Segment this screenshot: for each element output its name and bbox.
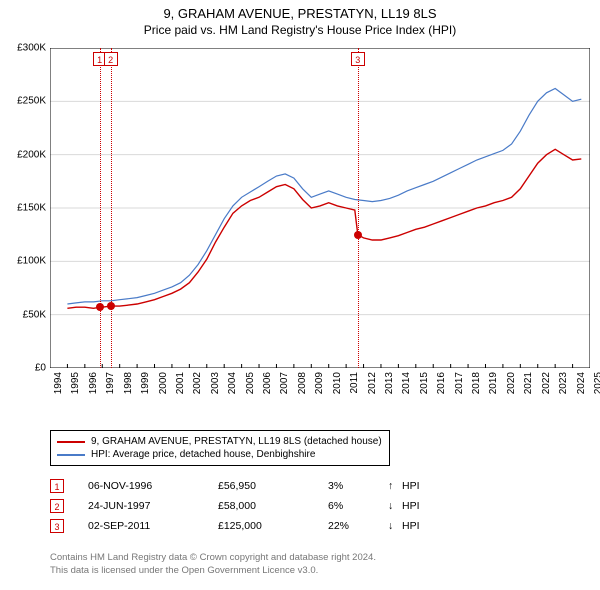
x-tick-label: 2012	[367, 372, 378, 394]
x-tick-label: 2013	[384, 372, 395, 394]
arrow-icon: ↑	[388, 480, 402, 492]
transaction-row: 2 24-JUN-1997£58,0006%↓HPI	[50, 496, 550, 516]
x-tick-label: 2009	[314, 372, 325, 394]
transaction-price: £125,000	[218, 520, 328, 532]
x-tick-label: 2017	[454, 372, 465, 394]
x-tick-label: 2020	[506, 372, 517, 394]
x-tick-label: 2006	[262, 372, 273, 394]
footer-line: This data is licensed under the Open Gov…	[50, 565, 580, 578]
x-tick-label: 2004	[227, 372, 238, 394]
page-subtitle: Price paid vs. HM Land Registry's House …	[0, 23, 600, 37]
legend-item: 9, GRAHAM AVENUE, PRESTATYN, LL19 8LS (d…	[57, 435, 383, 448]
x-tick-label: 2005	[245, 372, 256, 394]
transaction-date: 06-NOV-1996	[88, 480, 218, 492]
transaction-date: 02-SEP-2011	[88, 520, 218, 532]
chart-zone: £0£50K£100K£150K£200K£250K£300K 19941995…	[50, 48, 590, 388]
line-chart	[50, 48, 590, 368]
transaction-pct: 22%	[328, 520, 388, 532]
sale-dot	[96, 303, 104, 311]
transaction-suffix: HPI	[402, 520, 420, 532]
sale-dot	[107, 302, 115, 310]
x-tick-label: 1995	[70, 372, 81, 394]
page-title: 9, GRAHAM AVENUE, PRESTATYN, LL19 8LS	[0, 6, 600, 21]
x-tick-label: 2022	[541, 372, 552, 394]
x-tick-label: 2007	[279, 372, 290, 394]
legend-swatch	[57, 441, 85, 443]
transaction-row: 1 06-NOV-1996£56,9503%↑HPI	[50, 476, 550, 496]
x-tick-label: 2014	[401, 372, 412, 394]
x-tick-label: 2010	[332, 372, 343, 394]
x-tick-label: 1999	[140, 372, 151, 394]
x-tick-label: 2008	[297, 372, 308, 394]
event-marker-badge: 2	[104, 52, 118, 66]
y-tick-label: £50K	[23, 309, 46, 320]
y-tick-label: £250K	[17, 96, 46, 107]
x-tick-label: 2001	[175, 372, 186, 394]
x-tick-label: 1997	[105, 372, 116, 394]
arrow-icon: ↓	[388, 520, 402, 532]
x-tick-label: 2019	[488, 372, 499, 394]
x-tick-label: 2016	[436, 372, 447, 394]
footer: Contains HM Land Registry data © Crown c…	[50, 552, 580, 578]
transaction-row: 3 02-SEP-2011£125,00022%↓HPI	[50, 516, 550, 536]
y-tick-label: £150K	[17, 203, 46, 214]
x-tick-label: 2003	[210, 372, 221, 394]
legend-item: HPI: Average price, detached house, Denb…	[57, 448, 383, 461]
x-tick-label: 1998	[123, 372, 134, 394]
transaction-date: 24-JUN-1997	[88, 500, 218, 512]
y-tick-label: £0	[35, 363, 46, 374]
x-tick-label: 1994	[53, 372, 64, 394]
y-tick-label: £300K	[17, 43, 46, 54]
event-marker-badge: 3	[351, 52, 365, 66]
legend: 9, GRAHAM AVENUE, PRESTATYN, LL19 8LS (d…	[50, 430, 390, 466]
x-tick-label: 2018	[471, 372, 482, 394]
y-tick-label: £200K	[17, 149, 46, 160]
legend-label: HPI: Average price, detached house, Denb…	[91, 449, 315, 460]
transactions-table: 106-NOV-1996£56,9503%↑HPI224-JUN-1997£58…	[50, 476, 550, 536]
transaction-price: £58,000	[218, 500, 328, 512]
x-tick-label: 2021	[523, 372, 534, 394]
x-tick-label: 2024	[576, 372, 587, 394]
transaction-badge: 1	[50, 479, 64, 493]
transaction-badge: 2	[50, 499, 64, 513]
sale-dot	[354, 231, 362, 239]
transaction-suffix: HPI	[402, 480, 420, 492]
title-block: 9, GRAHAM AVENUE, PRESTATYN, LL19 8LS Pr…	[0, 0, 600, 37]
transaction-price: £56,950	[218, 480, 328, 492]
y-tick-label: £100K	[17, 256, 46, 267]
legend-label: 9, GRAHAM AVENUE, PRESTATYN, LL19 8LS (d…	[91, 436, 382, 447]
x-tick-label: 2025	[593, 372, 600, 394]
x-tick-label: 2015	[419, 372, 430, 394]
x-tick-label: 2011	[349, 372, 360, 394]
chart-container: 9, GRAHAM AVENUE, PRESTATYN, LL19 8LS Pr…	[0, 0, 600, 590]
transaction-pct: 6%	[328, 500, 388, 512]
transaction-pct: 3%	[328, 480, 388, 492]
x-tick-label: 1996	[88, 372, 99, 394]
x-tick-label: 2000	[158, 372, 169, 394]
transaction-badge: 3	[50, 519, 64, 533]
legend-swatch	[57, 454, 85, 456]
x-tick-label: 2023	[558, 372, 569, 394]
transaction-suffix: HPI	[402, 500, 420, 512]
footer-line: Contains HM Land Registry data © Crown c…	[50, 552, 580, 565]
arrow-icon: ↓	[388, 500, 402, 512]
x-tick-label: 2002	[192, 372, 203, 394]
